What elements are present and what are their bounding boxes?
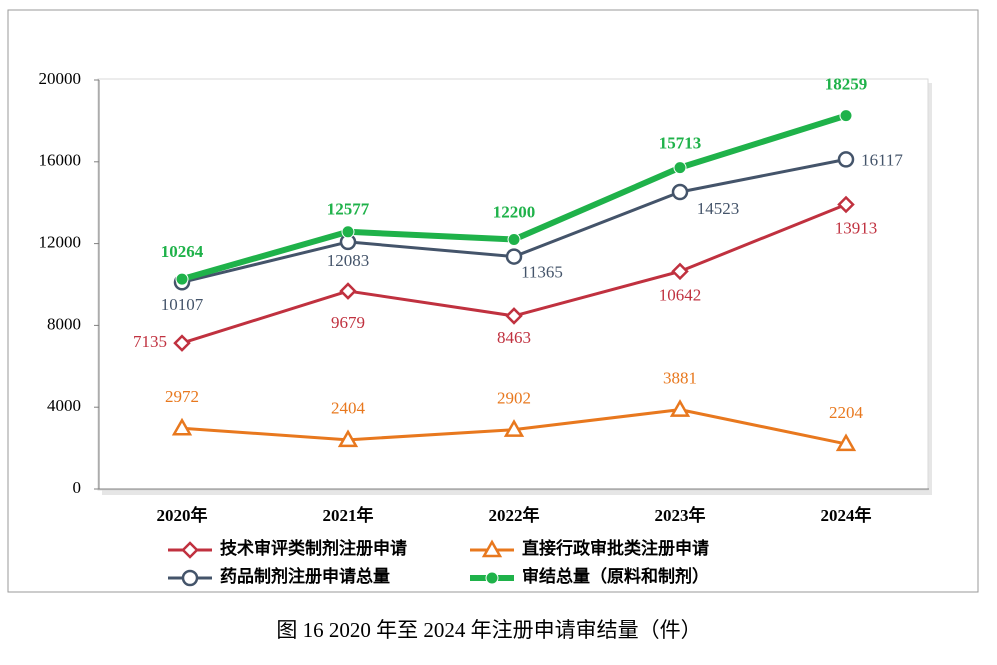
data-label: 10264 xyxy=(161,242,204,261)
data-label: 14523 xyxy=(697,199,740,218)
data-label: 11365 xyxy=(521,262,563,281)
data-label: 16117 xyxy=(861,150,903,169)
x-tick-label: 2022年 xyxy=(489,505,540,525)
data-label: 18259 xyxy=(825,75,868,94)
legend-label: 药品制剂注册申请总量 xyxy=(220,566,390,586)
point xyxy=(839,109,853,123)
point xyxy=(835,433,857,452)
data-label: 12577 xyxy=(327,200,370,219)
x-tick-label: 2020年 xyxy=(157,505,208,525)
point xyxy=(671,262,689,281)
legend-label: 技术审评类制剂注册申请 xyxy=(220,538,407,558)
y-tick-label: 8000 xyxy=(47,314,81,333)
y-tick-label: 16000 xyxy=(39,151,82,170)
data-label: 13913 xyxy=(835,218,878,237)
point xyxy=(669,399,691,417)
data-label: 12200 xyxy=(493,202,536,221)
point xyxy=(507,233,521,247)
data-label: 9679 xyxy=(331,313,365,332)
x-tick-label: 2023年 xyxy=(655,505,706,525)
data-label: 3881 xyxy=(663,369,697,388)
data-label: 2404 xyxy=(331,399,366,418)
point xyxy=(671,183,689,201)
legend-marker xyxy=(485,571,499,585)
data-label: 2204 xyxy=(829,403,864,422)
point xyxy=(837,195,855,214)
point xyxy=(503,419,525,437)
data-label: 10107 xyxy=(161,295,204,314)
data-label: 10642 xyxy=(659,285,702,304)
data-label: 7135 xyxy=(133,332,167,351)
legend-label: 审结总量（原料和制剂） xyxy=(522,566,709,586)
point xyxy=(337,429,359,448)
legend-label: 直接行政审批类注册申请 xyxy=(522,538,709,558)
data-label: 2972 xyxy=(165,387,199,406)
legend-marker xyxy=(181,541,199,559)
y-tick-label: 20000 xyxy=(39,69,82,88)
point xyxy=(505,307,523,325)
point xyxy=(173,334,191,352)
point xyxy=(171,417,193,436)
point xyxy=(175,272,189,286)
legend-marker xyxy=(481,539,503,558)
point xyxy=(673,161,687,175)
y-tick-label: 12000 xyxy=(39,233,82,252)
legend-marker xyxy=(181,569,199,587)
x-tick-label: 2024年 xyxy=(821,505,872,525)
caption: 图 16 2020 年至 2024 年注册申请审结量（件） xyxy=(276,618,701,642)
point xyxy=(339,282,357,300)
data-label: 8463 xyxy=(497,328,531,347)
x-tick-label: 2021年 xyxy=(323,505,374,525)
point xyxy=(341,225,355,239)
data-label: 2902 xyxy=(497,389,531,408)
y-tick-label: 0 xyxy=(73,478,82,497)
data-label: 15713 xyxy=(659,134,702,153)
y-tick-label: 4000 xyxy=(47,396,81,415)
point xyxy=(505,248,523,265)
point xyxy=(837,151,855,168)
data-label: 12083 xyxy=(327,251,370,270)
